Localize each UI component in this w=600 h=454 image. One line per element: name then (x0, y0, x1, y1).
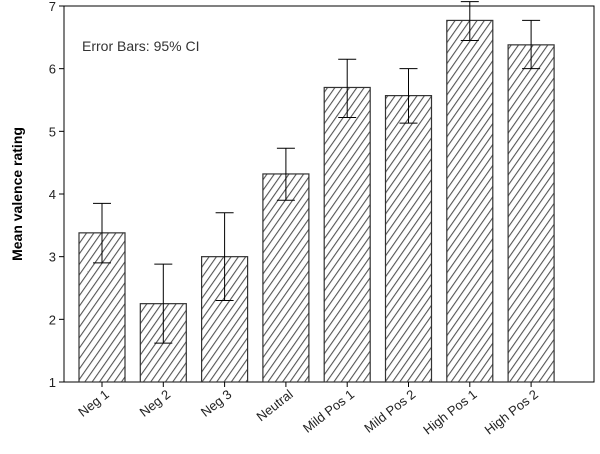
y-tick-label: 4 (49, 187, 56, 202)
bar (446, 19, 494, 383)
x-tick-label: Mild Pos 2 (361, 387, 418, 436)
y-tick-label: 7 (49, 0, 56, 14)
y-tick-label: 1 (49, 375, 56, 390)
error-bars-group (93, 1, 541, 344)
x-tick-label: Neutral (253, 386, 295, 424)
error-bar (399, 68, 418, 124)
bar (262, 173, 310, 383)
x-tick-label: Neg 2 (137, 387, 174, 420)
error-bar (522, 19, 541, 70)
error-bar (93, 202, 111, 264)
error-bar (276, 147, 295, 201)
y-axis-label: Mean valence rating (9, 127, 25, 261)
x-tick-label: High Pos 1 (420, 387, 479, 438)
bar (384, 95, 433, 383)
x-axis-labels: Neg 1 Neg 2 Neg 3 Neutral Mild Pos 1 Mild Pos… (75, 382, 541, 438)
y-tick-label: 3 (49, 250, 56, 265)
y-tick-label: 6 (49, 62, 56, 77)
error-bar (215, 212, 234, 302)
bar (507, 44, 555, 383)
x-tick-label: Neg 1 (75, 387, 112, 420)
error-bar (338, 58, 357, 119)
y-tick-label: 5 (49, 124, 56, 139)
bar (323, 86, 371, 383)
error-bar (460, 1, 479, 41)
x-tick-label: High Pos 2 (482, 387, 541, 438)
x-tick-label: Mild Pos 1 (300, 387, 357, 436)
error-bars-annotation: Error Bars: 95% CI (82, 38, 199, 54)
y-tick-label: 2 (49, 312, 56, 327)
x-tick-label: Neg 3 (198, 387, 235, 420)
error-bar (154, 263, 173, 344)
y-axis: 1 2 3 4 5 6 7 (49, 0, 64, 390)
bars-group (78, 19, 555, 383)
